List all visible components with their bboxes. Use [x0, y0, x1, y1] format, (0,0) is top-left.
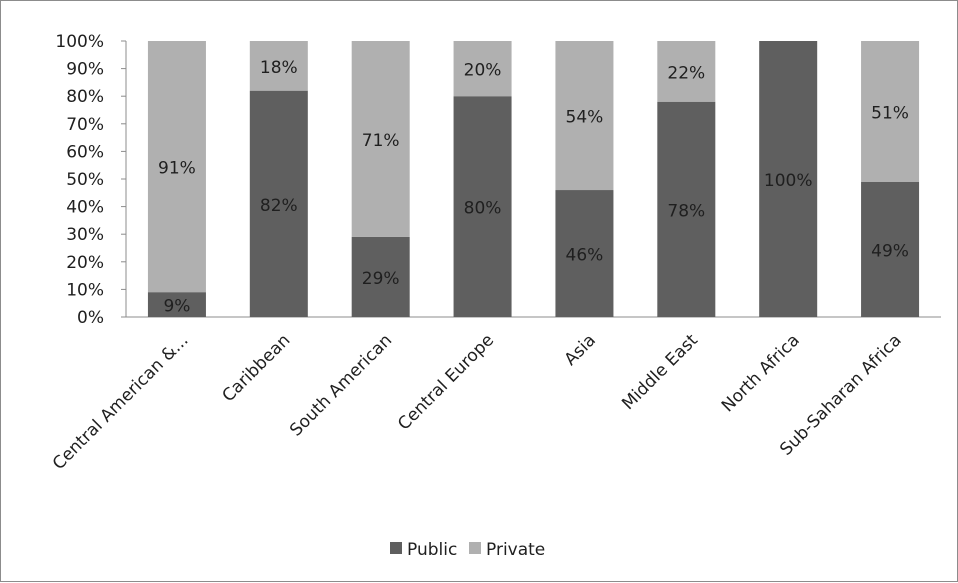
data-label-private: 18% — [260, 58, 298, 78]
category-label: Central Europe — [394, 330, 498, 434]
data-label-private: 22% — [667, 63, 705, 83]
data-label-public: 49% — [871, 241, 909, 261]
bar-segment-public — [759, 41, 818, 317]
bar-segment-private — [249, 41, 308, 91]
bar-segment-private — [657, 41, 716, 102]
data-label-public: 82% — [260, 196, 298, 216]
category-label: South American — [286, 330, 396, 440]
y-tick-label: 0% — [77, 308, 104, 328]
data-label-public: 80% — [464, 199, 502, 219]
category-label: Middle East — [618, 330, 702, 414]
legend-swatch-private — [469, 542, 481, 554]
data-label-public: 29% — [362, 269, 400, 289]
bar-segment-private — [147, 41, 206, 293]
y-tick-label: 20% — [66, 253, 104, 273]
data-label-private: 20% — [464, 61, 502, 81]
data-label-private: 54% — [566, 108, 604, 128]
data-label-public: 78% — [667, 201, 705, 221]
bar-segment-public — [453, 96, 512, 317]
bar-segment-public — [555, 190, 614, 317]
y-tick-label: 50% — [66, 170, 104, 190]
y-tick-label: 40% — [66, 198, 104, 218]
legend-swatch-public — [390, 542, 402, 554]
bar-segment-public — [147, 292, 206, 317]
category-label: Caribbean — [219, 330, 295, 406]
data-label-private: 71% — [362, 131, 400, 151]
data-label-private: 91% — [158, 159, 196, 179]
legend-label-private: Private — [486, 540, 545, 560]
category-label: North Africa — [718, 330, 804, 416]
data-label-private: 51% — [871, 103, 909, 123]
y-tick-label: 30% — [66, 225, 104, 245]
y-tick-label: 60% — [66, 142, 104, 162]
bar-segment-private — [453, 41, 512, 97]
bar-segment-public — [351, 236, 410, 317]
bar-segment-private — [555, 41, 614, 191]
bar-segment-private — [351, 41, 410, 237]
bar-segment-public — [249, 90, 308, 318]
y-tick-label: 100% — [55, 32, 104, 52]
data-label-public: 100% — [764, 171, 813, 191]
bar-segment-public — [861, 181, 920, 317]
data-label-public: 9% — [163, 297, 190, 317]
category-label: Central American &... — [49, 330, 193, 474]
category-label: Asia — [561, 330, 600, 369]
y-tick-label: 10% — [66, 280, 104, 300]
y-tick-label: 90% — [66, 60, 104, 80]
bar-segment-public — [657, 101, 716, 317]
bar-segment-private — [861, 41, 920, 182]
data-label-public: 46% — [566, 246, 604, 266]
legend-label-public: Public — [407, 540, 457, 560]
y-tick-label: 70% — [66, 115, 104, 135]
y-tick-label: 80% — [66, 87, 104, 107]
